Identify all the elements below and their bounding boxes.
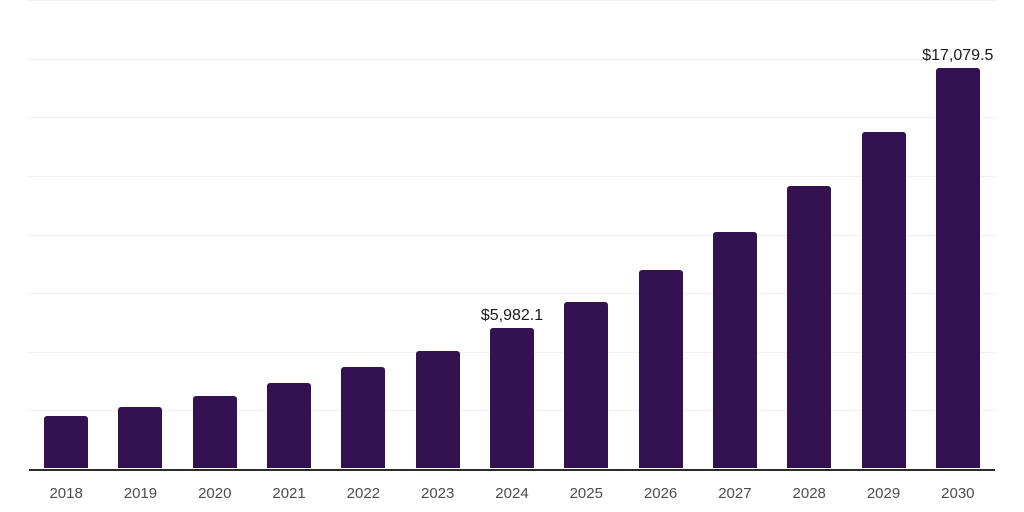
gridline bbox=[29, 234, 995, 236]
x-tick-2019: 2019 bbox=[123, 485, 158, 502]
gridline bbox=[29, 0, 995, 2]
bar-2027[interactable] bbox=[712, 231, 757, 469]
x-axis-line bbox=[29, 468, 995, 471]
bar-2020[interactable] bbox=[192, 396, 237, 469]
x-tick-2021: 2021 bbox=[272, 485, 306, 502]
bar-2029[interactable] bbox=[861, 132, 906, 469]
x-axis-labels: 2018 2019 2020 2021 2022 2023 2024 2025 2026 2027… bbox=[29, 485, 995, 503]
x-tick-2023: 2023 bbox=[420, 485, 455, 502]
bar-2021[interactable] bbox=[267, 383, 312, 469]
bar-2024[interactable] bbox=[490, 328, 534, 469]
bar-2028[interactable] bbox=[787, 186, 832, 469]
data-label-2030: $17,079.5 bbox=[922, 47, 994, 65]
bar-2022[interactable] bbox=[341, 367, 386, 469]
x-tick-2020: 2020 bbox=[198, 485, 232, 502]
bar-2025[interactable] bbox=[564, 301, 609, 469]
x-tick-2030: 2030 bbox=[941, 485, 975, 502]
x-tick-2026: 2026 bbox=[643, 485, 678, 502]
gridline bbox=[29, 176, 995, 177]
gridline bbox=[29, 293, 995, 295]
bar-2023[interactable] bbox=[415, 351, 460, 469]
plot-area: $5,982.1 $17,079.5 bbox=[29, 0, 995, 472]
x-tick-2022: 2022 bbox=[346, 485, 381, 502]
gridline bbox=[29, 58, 995, 60]
x-tick-2025: 2025 bbox=[569, 485, 603, 502]
bar-2018[interactable] bbox=[44, 416, 89, 469]
gridline bbox=[29, 117, 995, 119]
x-tick-2029: 2029 bbox=[866, 485, 901, 502]
x-tick-2027: 2027 bbox=[718, 485, 752, 502]
x-tick-2024: 2024 bbox=[495, 485, 529, 502]
data-label-2024: $5,982.1 bbox=[480, 307, 544, 325]
x-tick-2018: 2018 bbox=[49, 485, 83, 502]
x-tick-2028: 2028 bbox=[792, 485, 826, 502]
bar-2030[interactable] bbox=[935, 68, 980, 469]
bar-2026[interactable] bbox=[638, 269, 683, 469]
bar-2019[interactable] bbox=[118, 407, 163, 469]
